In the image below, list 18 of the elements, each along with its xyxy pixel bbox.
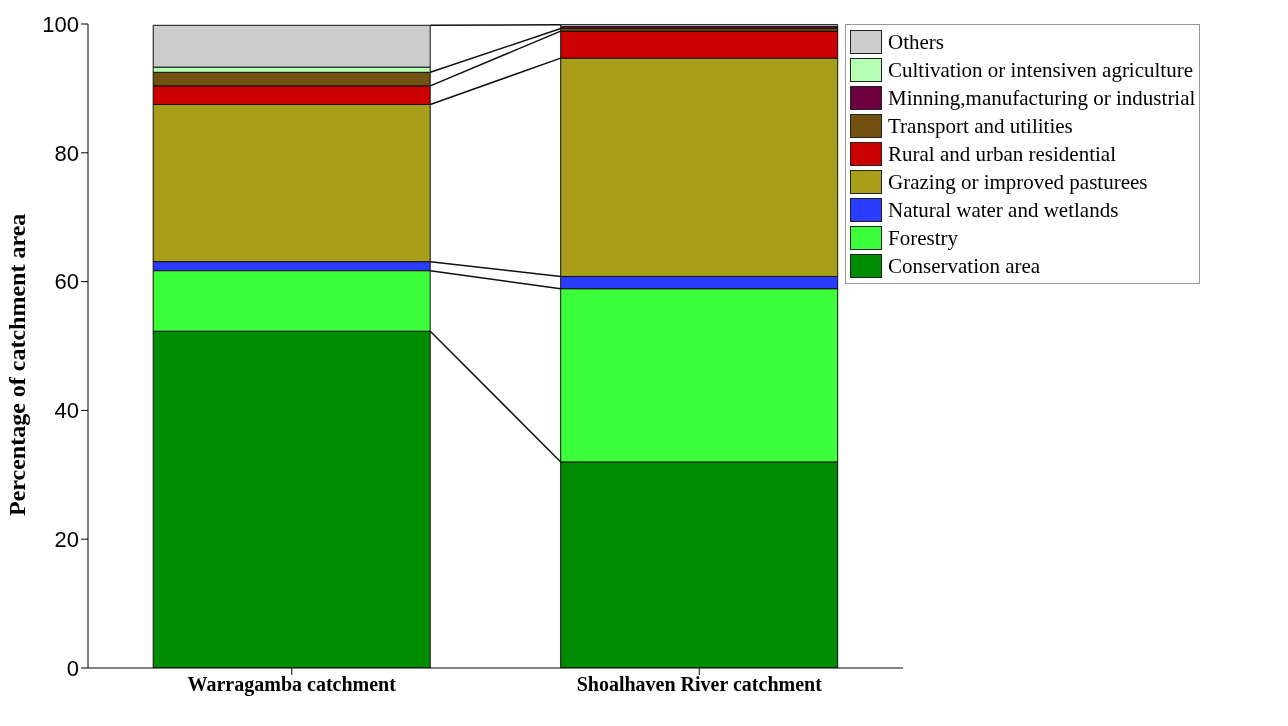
legend-label: Cultivation or intensiven agriculture (888, 57, 1194, 83)
x-tick-label: Warragamba catchment (187, 673, 397, 697)
legend-label: Others (888, 29, 944, 55)
legend-label: Transport and utilities (888, 113, 1073, 139)
y-tick-label: 0 (66, 655, 79, 681)
legend-label: Forestry (888, 225, 958, 251)
y-tick-label: 20 (54, 527, 79, 553)
y-axis-title: Percentage of catchment area (3, 213, 30, 516)
legend-label: Conservation area (888, 253, 1041, 279)
y-tick-label: 80 (54, 140, 79, 166)
legend-label: Rural and urban residential (888, 141, 1117, 167)
y-tick-label: 40 (54, 398, 79, 424)
legend-label: Grazing or improved pasturees (888, 169, 1148, 195)
legend-label: Natural water and wetlands (888, 197, 1119, 223)
x-tick-label: Shoalhaven River catchment (576, 673, 823, 696)
y-tick-label: 60 (54, 269, 79, 295)
legend-label: Minning,manufacturing or industrial (888, 85, 1196, 111)
y-tick-label: 100 (42, 11, 79, 37)
